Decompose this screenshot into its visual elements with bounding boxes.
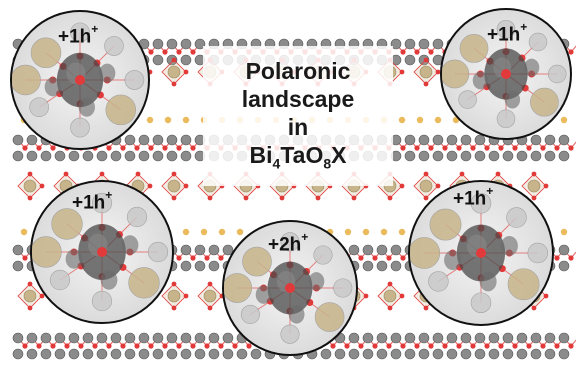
charge-label: +1h+ <box>58 22 99 48</box>
formula-subscript: 4 <box>272 155 281 172</box>
formula-part: Bi <box>249 142 273 168</box>
title-formula: Bi4TaO8X <box>203 142 393 177</box>
charge-label: +1h+ <box>487 20 528 46</box>
polaron-bubble-bottom-center <box>222 220 358 356</box>
charge-label: +1h+ <box>453 184 494 210</box>
polaron-bubble-top-left <box>10 10 150 150</box>
charge-label: +1h+ <box>72 188 113 214</box>
title-line-2: landscape <box>241 86 355 112</box>
polaron-bubble-bottom-right <box>408 180 554 326</box>
polaron-bubble-bottom-left <box>30 180 174 324</box>
charge-label: +2h+ <box>268 230 309 256</box>
formula-part: X <box>331 142 347 168</box>
title-line-3: in <box>287 114 309 140</box>
formula-part: TaO <box>280 142 324 168</box>
title-line-1: Polaronic <box>245 58 351 84</box>
formula-subscript: 8 <box>323 155 332 172</box>
title-panel: Polaronic landscape in Bi4TaO8X <box>203 46 393 186</box>
polaron-bubble-top-right <box>440 8 572 140</box>
